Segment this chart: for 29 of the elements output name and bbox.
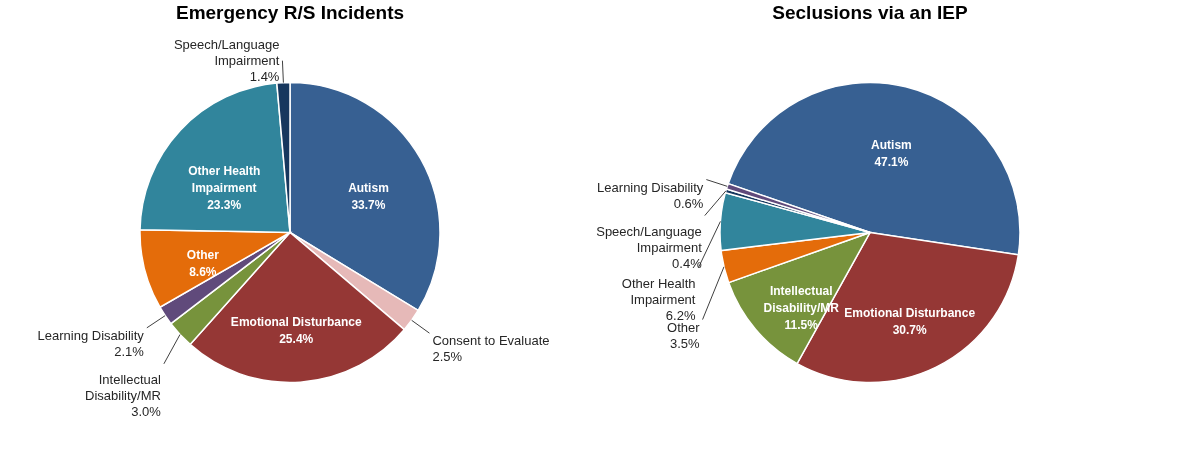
slice-label: Learning Disability [37, 327, 145, 343]
data-label: 30.7% [892, 323, 928, 338]
data-label: 47.1% [874, 155, 909, 170]
data-label: 2.5% [432, 349, 463, 365]
slice-label: Speech/Language Impairment [596, 223, 703, 255]
data-label: 1.4% [249, 68, 280, 84]
slice-label: Emotional Disturbance [230, 315, 362, 330]
chart-title: Emergency R/S Incidents [175, 2, 405, 23]
slice-label: Speech/Language Impairment [173, 36, 280, 68]
data-label: 25.4% [279, 332, 314, 347]
slice-label: Learning Disability [597, 179, 704, 195]
slice-label: Autism [871, 138, 912, 153]
slice-label: Autism [348, 181, 389, 196]
data-label: 11.5% [784, 317, 819, 332]
slice-label: Consent to Evaluate [432, 333, 550, 349]
data-label: 2.1% [114, 343, 145, 359]
data-label: 33.7% [351, 198, 386, 213]
data-label: 3.5% [669, 335, 700, 351]
slice-label: Intellectual Disability/MR [85, 371, 161, 403]
slice-label: Other Health Impairment [188, 164, 261, 196]
data-label: 8.6% [189, 264, 217, 279]
chart-title: Seclusions via an IEP [772, 2, 968, 23]
data-label: 3.0% [131, 403, 162, 419]
slice-label: Other [186, 247, 220, 262]
data-label: 0.4% [672, 255, 703, 271]
slice-label: Emotional Disturbance [844, 306, 976, 321]
data-label: 23.3% [207, 198, 242, 213]
slice-label: Other Health Impairment [621, 275, 696, 307]
data-label: 0.6% [673, 195, 704, 211]
